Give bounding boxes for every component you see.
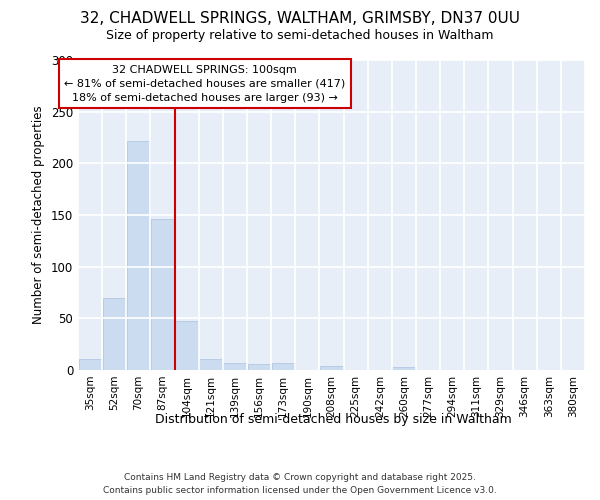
Text: 32 CHADWELL SPRINGS: 100sqm
← 81% of semi-detached houses are smaller (417)
18% : 32 CHADWELL SPRINGS: 100sqm ← 81% of sem…: [64, 64, 346, 102]
Y-axis label: Number of semi-detached properties: Number of semi-detached properties: [32, 106, 46, 324]
Bar: [272, 363, 295, 370]
Text: 32, CHADWELL SPRINGS, WALTHAM, GRIMSBY, DN37 0UU: 32, CHADWELL SPRINGS, WALTHAM, GRIMSBY, …: [80, 11, 520, 26]
Text: Distribution of semi-detached houses by size in Waltham: Distribution of semi-detached houses by …: [155, 412, 511, 426]
Bar: [151, 219, 174, 370]
Bar: [175, 322, 198, 370]
Text: Contains public sector information licensed under the Open Government Licence v3: Contains public sector information licen…: [103, 486, 497, 495]
Bar: [320, 366, 343, 370]
Bar: [103, 298, 125, 370]
Bar: [199, 358, 222, 370]
Bar: [223, 363, 247, 370]
Bar: [127, 140, 150, 370]
Text: Contains HM Land Registry data © Crown copyright and database right 2025.: Contains HM Land Registry data © Crown c…: [124, 472, 476, 482]
Text: Size of property relative to semi-detached houses in Waltham: Size of property relative to semi-detach…: [106, 29, 494, 42]
Bar: [79, 358, 101, 370]
Bar: [248, 364, 271, 370]
Bar: [392, 367, 415, 370]
